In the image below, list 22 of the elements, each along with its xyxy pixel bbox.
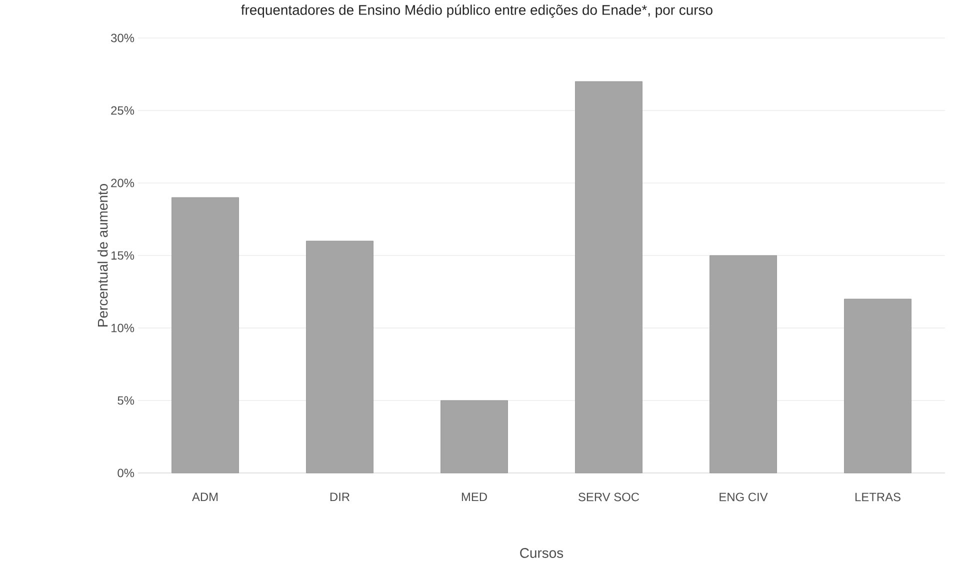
x-tick-label: ENG CIV [720, 492, 768, 502]
x-tick-label: ADM [192, 492, 218, 501]
x-axis-title: Cursos [520, 548, 564, 558]
bar [306, 240, 374, 474]
y-tick-label: 5% [118, 396, 134, 405]
x-tick-label: MED [462, 492, 487, 501]
y-tick-label: 15% [111, 251, 134, 260]
bar [172, 197, 239, 474]
chart-title: frequentadores de Ensino Médio público entre edições do Enade*, por curso [241, 4, 712, 18]
bar [440, 400, 508, 474]
y-tick-label: 10% [111, 324, 134, 332]
y-axis-title: Percentual de aumento [97, 184, 108, 326]
bar [710, 255, 777, 474]
y-tick-label: 20% [111, 178, 134, 188]
bar [575, 81, 642, 474]
y-tick-label: 0% [118, 468, 134, 478]
y-tick-label: 30% [111, 34, 134, 42]
bar [844, 298, 912, 474]
x-tick-label: LETRAS [855, 492, 900, 502]
y-tick-label: 25% [111, 106, 134, 115]
x-tick-label: DIR [330, 492, 350, 501]
x-tick-label: SERV SOC [578, 492, 640, 502]
